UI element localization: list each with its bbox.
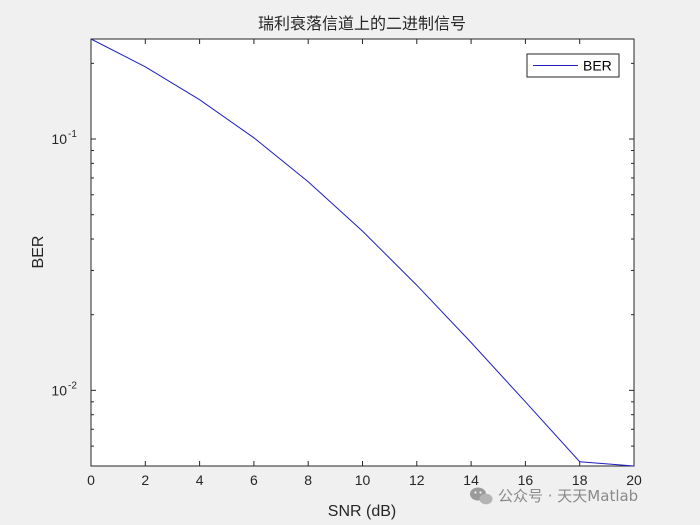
x-tick-label: 0 xyxy=(87,472,95,488)
legend: BER xyxy=(526,53,620,78)
x-tick-label: 18 xyxy=(572,472,588,488)
chart-title: 瑞利衰落信道上的二进制信号 xyxy=(258,14,466,33)
x-tick-label: 8 xyxy=(304,472,312,488)
x-axis: 0 2 4 6 8 10 12 14 16 18 20 xyxy=(87,39,642,488)
y-axis-label: BER xyxy=(30,236,47,269)
watermark: 公众号 · 天天Matlab xyxy=(470,487,638,505)
x-tick-label: 10 xyxy=(355,472,371,488)
y-tick-exponent: -1 xyxy=(68,129,77,140)
watermark-text: 公众号 · 天天Matlab xyxy=(498,487,638,505)
series-line-ber xyxy=(90,38,635,467)
y-tick-exponent: -2 xyxy=(68,380,77,391)
x-tick-label: 2 xyxy=(141,472,149,488)
x-tick-label: 20 xyxy=(626,472,642,488)
x-tick-label: 6 xyxy=(250,472,258,488)
plot-area xyxy=(90,38,635,467)
legend-label-ber: BER xyxy=(583,58,612,74)
x-axis-label: SNR (dB) xyxy=(328,503,396,520)
x-tick-label: 12 xyxy=(409,472,425,488)
y-tick-label: 10 xyxy=(51,382,67,398)
wechat-icon xyxy=(470,487,493,505)
x-tick-label: 14 xyxy=(463,472,479,488)
y-tick-label: 10 xyxy=(51,131,67,147)
x-tick-label: 4 xyxy=(196,472,204,488)
x-tick-label: 16 xyxy=(518,472,534,488)
